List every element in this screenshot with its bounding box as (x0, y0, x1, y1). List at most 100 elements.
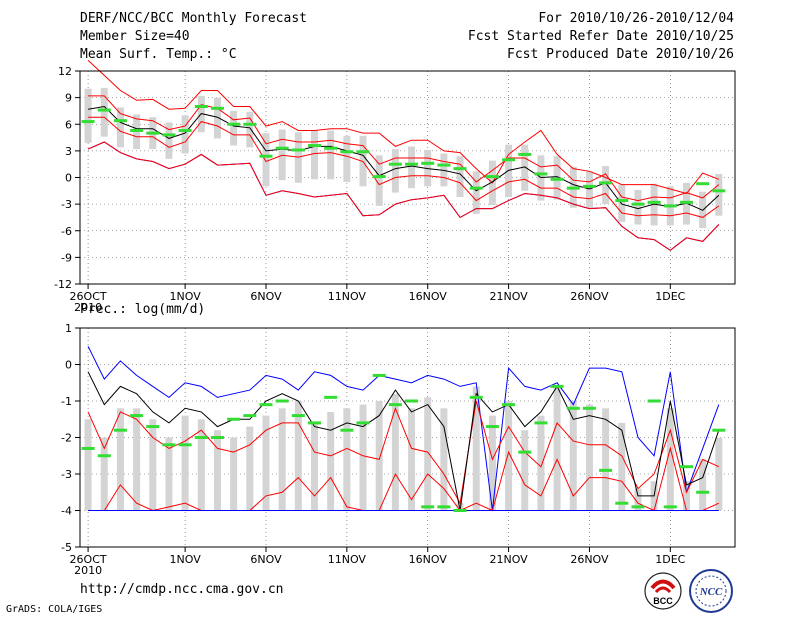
temp-p10-line (87, 141, 720, 251)
prec-spread-box (424, 397, 432, 511)
prec-obs-mark (485, 425, 499, 429)
temp-y-tick-label: 0 (65, 172, 72, 185)
temp-spread-box (618, 184, 626, 222)
prec-obs-mark (550, 384, 564, 388)
temp-y-tick-label: 6 (65, 118, 72, 131)
temp-spread-box (602, 165, 610, 205)
prec-x-tick-label: 6NOV (250, 553, 282, 566)
prec-y-tick-label: -1 (61, 395, 72, 408)
prec-obs-mark (81, 446, 95, 450)
source-url[interactable]: http://cmdp.ncc.cma.gov.cn (80, 582, 284, 597)
prec-obs-mark (210, 436, 224, 439)
prec-obs-mark (599, 468, 613, 472)
temp-obs-mark (162, 133, 176, 137)
temp-spread-box (181, 115, 189, 154)
prec-obs-mark (259, 403, 273, 407)
temp-x-tick-label: 26NOV (570, 290, 609, 303)
temp-obs-mark (324, 146, 338, 150)
prec-obs-mark (566, 406, 580, 410)
temp-spread-box (116, 107, 124, 148)
temp-spread-box (521, 144, 529, 191)
temp-y-tick-label: -6 (61, 225, 72, 238)
prec-spread-box (327, 411, 335, 511)
prec-spread-box (505, 401, 513, 511)
forecast-start-date: Fcst Started Refer Date 2010/10/25 (467, 29, 734, 44)
forecast-period: For 2010/10/26-2010/12/04 (538, 11, 734, 26)
prec-obs-mark (679, 465, 693, 469)
temp-obs-mark (113, 119, 127, 123)
temp-y-tick-label: 12 (58, 65, 72, 78)
prec-x-tick-label: 26NOV (570, 553, 609, 566)
temp-p90-line (87, 60, 719, 195)
temp-spread-box (262, 133, 270, 187)
member-size: Member Size=40 (80, 29, 190, 44)
temp-obs-mark (566, 186, 580, 190)
prec-obs-mark (162, 443, 176, 447)
prec-spread-box (133, 408, 141, 511)
temp-obs-mark (712, 189, 726, 193)
prec-obs-mark (113, 428, 127, 432)
temp-y-tick-label: 9 (65, 92, 72, 105)
temp-spread-box (456, 156, 464, 198)
prec-spread-box (440, 408, 448, 511)
prec-obs-mark (308, 421, 322, 425)
prec-spread-box (618, 422, 626, 511)
temp-spread-box (585, 171, 593, 209)
prec-spread-box (197, 419, 205, 511)
temp-obs-mark (663, 204, 677, 208)
temp-obs-mark (275, 146, 289, 150)
temp-x-tick-label: 1DEC (655, 290, 685, 303)
prec-spread-box (100, 437, 108, 511)
grads-credit: GrADS: COLA/IGES (6, 604, 103, 615)
temp-x-tick-label: 16NOV (409, 290, 448, 303)
temp-obs-mark (405, 162, 419, 166)
prec-spread-box (311, 422, 319, 511)
prec-obs-mark (615, 501, 629, 505)
prec-year-label: 2010 (74, 564, 102, 577)
temp-x-tick-label: 6NOV (250, 290, 282, 303)
prec-spread-box (585, 404, 593, 511)
prec-spread-box (343, 408, 351, 511)
prec-spread-box (116, 408, 124, 511)
prec-y-tick-label: 0 (65, 359, 72, 372)
temp-spread-box (327, 130, 335, 180)
temp-obs-mark (130, 128, 144, 132)
temp-y-tick-label: 3 (65, 145, 72, 158)
temp-obs-mark (97, 108, 111, 112)
prec-spread-box (715, 437, 723, 511)
temp-obs-mark (534, 172, 548, 176)
temp-obs-mark (453, 167, 467, 171)
prec-spread-box (230, 437, 238, 511)
precip-label: Prec.: log(mm/d) (80, 302, 206, 317)
temp-spread-box (230, 110, 238, 146)
temp-obs-mark (582, 184, 596, 188)
temp-obs-mark (647, 200, 661, 204)
prec-x-tick-label: 1NOV (170, 553, 202, 566)
temp-x-tick-label: 11NOV (328, 290, 367, 303)
prec-x-tick-label: 21NOV (489, 553, 528, 566)
prec-spread-box (213, 430, 221, 511)
prec-spread-box (569, 401, 577, 511)
temp-obs-mark (485, 175, 499, 179)
temp-y-tick-label: -9 (61, 251, 72, 264)
prec-spread-box (181, 415, 189, 511)
prec-obs-mark (696, 490, 710, 494)
temp-obs-mark (437, 163, 451, 167)
prec-spread-box (472, 386, 480, 511)
prec-spread-box (246, 426, 254, 511)
prec-spread-box (149, 419, 157, 511)
prec-spread-box (521, 430, 529, 511)
temp-obs-mark (308, 144, 322, 148)
temp-spread-box (391, 149, 399, 193)
prec-obs-mark (227, 417, 241, 421)
prec-spread-box (537, 415, 545, 511)
temp-obs-mark (194, 105, 208, 108)
prec-obs-mark (421, 505, 435, 509)
prec-x-tick-label: 16NOV (409, 553, 448, 566)
temp-mean-line (88, 105, 720, 211)
temp-x-tick-label: 1NOV (170, 290, 202, 303)
prec-spread-box (666, 408, 674, 511)
prec-obs-mark (146, 425, 160, 429)
prec-y-tick-label: -2 (61, 432, 72, 445)
temp-spread-box (100, 87, 108, 137)
